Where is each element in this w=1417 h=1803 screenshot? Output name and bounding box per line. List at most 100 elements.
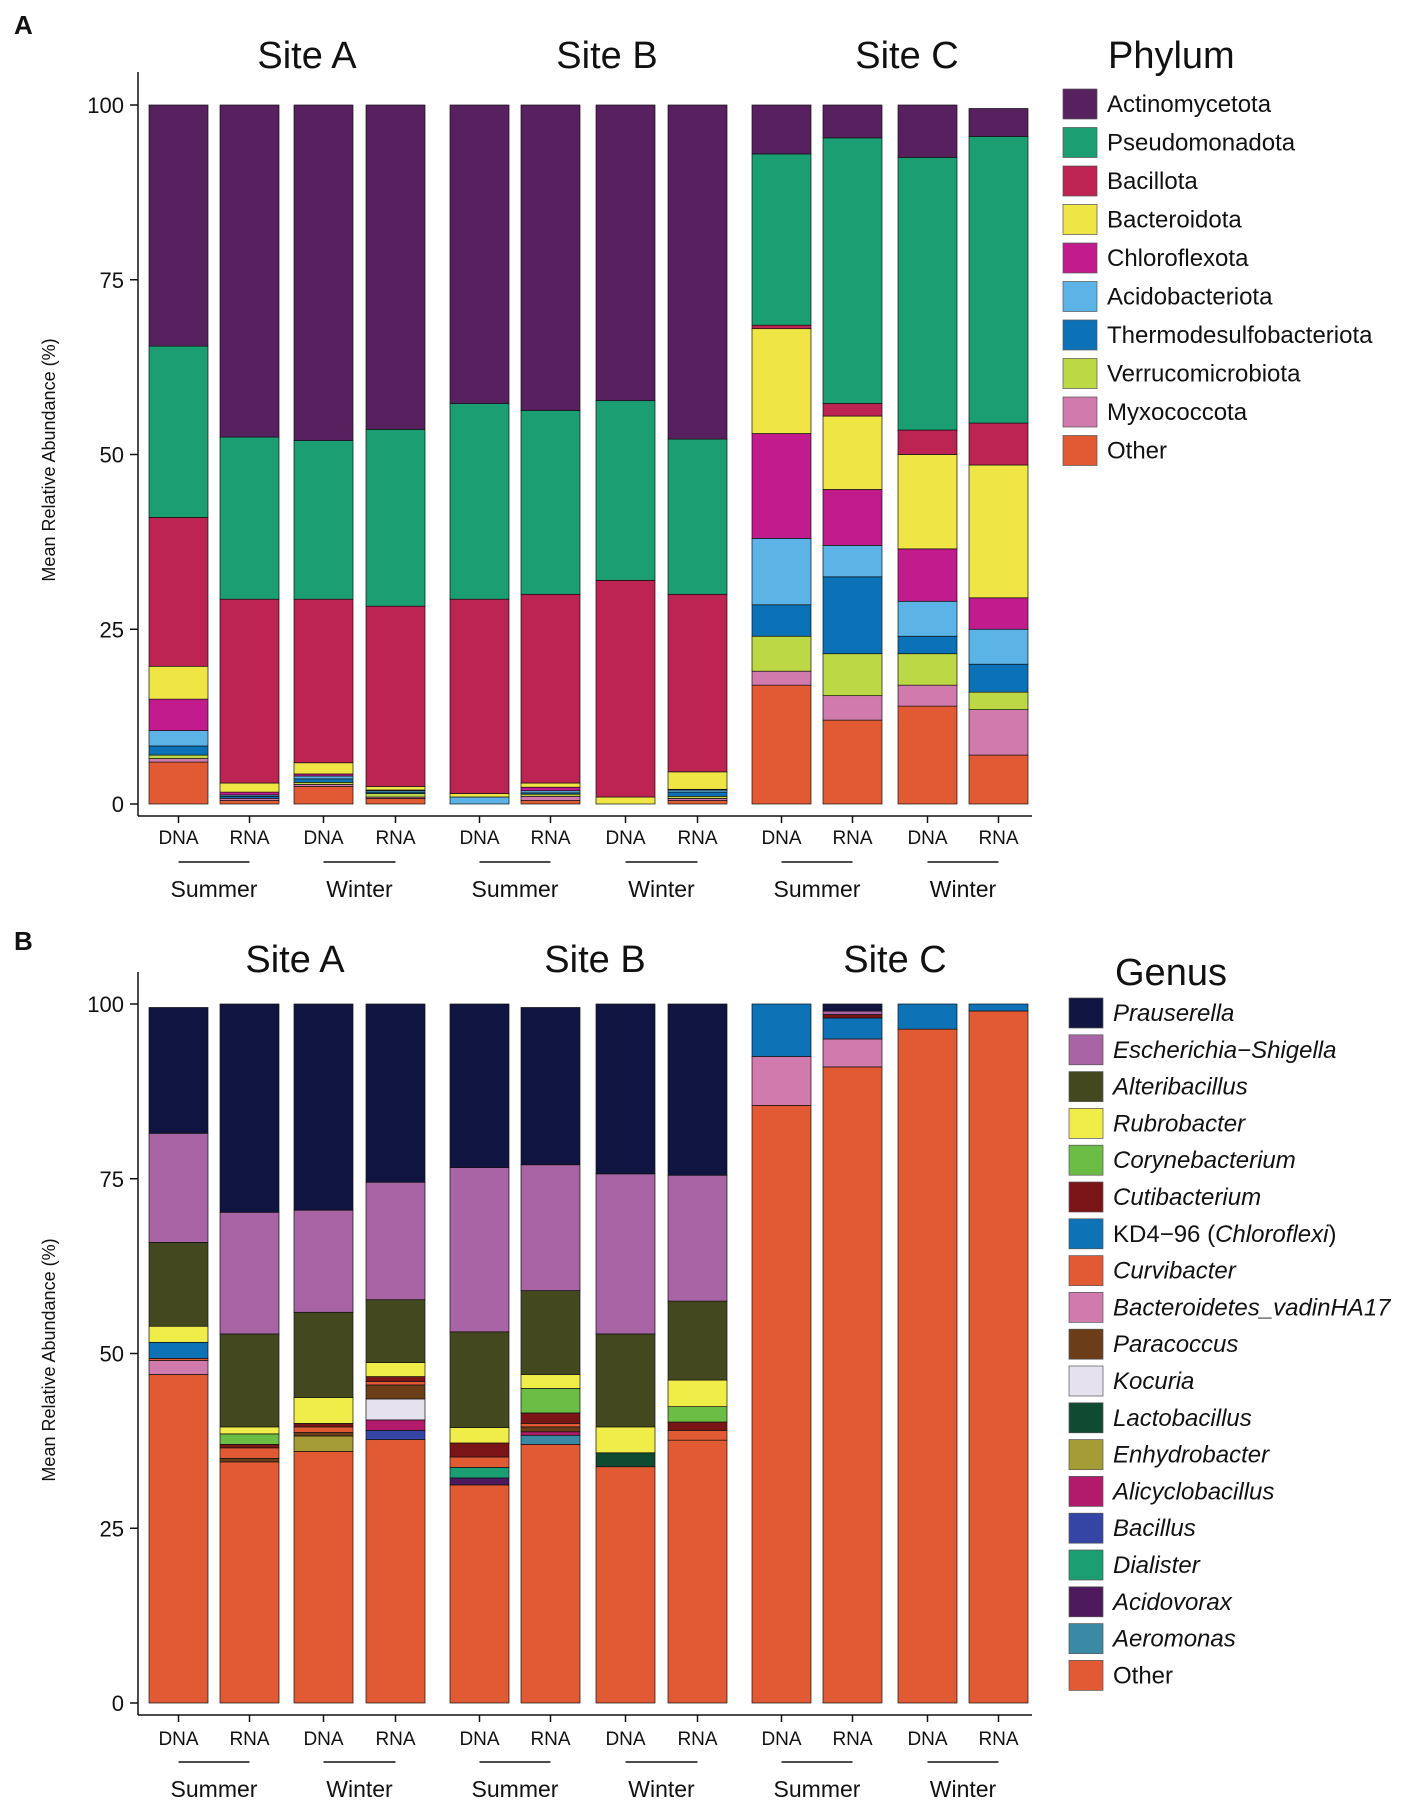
panel-b-bar-segment [822,1038,883,1068]
panel-b-bar-segment [219,1333,280,1428]
panel-b-bar-segment [520,1290,581,1375]
panel-b-bar-segment [667,1003,728,1176]
panel-a-legend-swatch [1062,281,1098,312]
panel-b-x-tick-label: DNA [605,1729,645,1750]
panel-a-bar-segment [968,691,1029,710]
panel-b-bar-segment [293,1426,354,1433]
panel-a-bar-segment [667,593,728,773]
panel-a-bar-segment [520,410,581,595]
panel-b-legend-swatch [1068,1476,1104,1507]
panel-b-bar-segment [897,1003,958,1030]
panel-b-bar-segment [219,1211,280,1335]
panel-b-site-title-1: Site A [245,939,345,981]
panel-a-bar-segment [751,153,812,326]
panel-a-season-label: Summer [472,876,559,902]
panel-a-bar-segment [822,695,883,721]
panel-b-bar-segment [365,1362,426,1377]
panel-a-bar-segment [365,428,426,607]
panel-b-site-title-3: Site C [843,939,946,981]
panel-a-bar-segment [148,345,209,518]
panel-a-bar-segment [293,104,354,441]
panel-b-bar-segment [667,1439,728,1704]
panel-a-legend-label: Actinomycetota [1107,91,1272,118]
panel-a-bar-segment [219,104,280,438]
panel-a-legend-label: Thermodesulfobacteriota [1107,322,1373,349]
panel-a-bar-segment [822,719,883,805]
panel-b-bar-segment [595,1466,656,1704]
panel-b-legend-swatch [1068,1623,1104,1654]
panel-b-bar-segment [148,1132,209,1243]
panel-b-bar-segment [365,1419,426,1431]
panel-b-legend-label: Aeromonas [1111,1626,1236,1653]
panel-b-bar-segment [520,1374,581,1389]
panel-b-legend-label: Enhydrobacter [1113,1442,1270,1469]
panel-b-bar-segment [595,1426,656,1454]
panel-b-x-tick-label: RNA [832,1729,872,1750]
panel-a-legend-label: Pseudomonadota [1107,130,1296,157]
panel-b-bar-segment [822,1066,883,1704]
panel-a-site-title-3: Site C [855,35,958,77]
panel-b-legend-label: Dialister [1113,1552,1201,1579]
panel-a-y-tick-label: 25 [100,617,124,642]
panel-b-bar-segment [520,1007,581,1166]
panel-b-legend-swatch [1068,1365,1104,1397]
panel-b-legend-label: Bacillus [1113,1515,1196,1542]
panel-b-bar-segment [449,1467,510,1479]
panel-a-bar-segment [520,104,581,411]
panel-b-legend-label: Lactobacillus [1113,1405,1252,1432]
panel-b-legend-swatch [1068,1549,1104,1581]
panel-b-legend-label: Kocuria [1113,1368,1194,1395]
panel-a-bar-segment [219,791,280,796]
panel-a-legend-label: Myxococcota [1107,399,1248,426]
panel-a-legend-label: Bacteroidota [1107,207,1242,234]
panel-b-site-title-2: Site B [544,939,645,981]
panel-b-bar-segment [293,1435,354,1452]
panel-a-bar-segment [520,782,581,788]
panel-b-legend-label: Other [1113,1662,1173,1689]
panel-b-bar-segment [751,1105,812,1704]
panel-a-bar-segment [293,786,354,805]
panel-b-bar-segment [667,1300,728,1381]
panel-a-bar-segment [520,786,581,792]
panel-a-season-label: Winter [930,876,997,902]
panel-b-legend-swatch [1068,1108,1104,1139]
panel-b-y-tick-label: 25 [100,1516,124,1541]
panel-a-y-tick-label: 0 [112,792,124,817]
panel-a-site-title-1: Site A [257,35,357,77]
panel-b-bar-segment [751,1003,812,1057]
panel-b-y-tick-label: 75 [100,1167,124,1192]
panel-b-bar-segment [293,1209,354,1313]
panel-b-bar-segment [293,1397,354,1424]
panel-b-bar-segment [822,1010,883,1015]
panel-a-bar-segment [148,517,209,667]
panel-b-bar-segment [751,1056,812,1106]
panel-a-bar-segment [293,778,354,783]
panel-a-bar-segment [968,464,1029,599]
panel-b-season-label: Winter [930,1776,997,1802]
panel-a-bar-segment [365,786,426,791]
panel-a-x-tick-label: RNA [229,828,269,849]
panel-a-bar-segment [148,730,209,747]
panel-b-legend-label: Bacteroidetes_vadinHA17 [1113,1294,1392,1321]
panel-a-legend-swatch [1062,358,1098,389]
panel-a-x-tick-label: RNA [375,828,415,849]
panel-a-bar-segment [751,670,812,686]
panel-b-bar-segment [365,1181,426,1301]
panel-a-bar-segment [595,400,656,581]
panel-a-y-tick-label: 50 [100,443,124,468]
panel-a-bar-segment [148,758,209,763]
panel-b-bar-segment [667,1406,728,1423]
panel-a-bar-segment [148,745,209,756]
panel-b-bar-segment [293,1451,354,1704]
panel-b-bar-segment [365,1299,426,1363]
panel-a-bar-segment [595,104,656,402]
panel-a-bar-segment [365,798,426,805]
panel-a-bar-segment [520,800,581,805]
panel-a-bar-segment [667,104,728,440]
panel-b-legend-label: Paracoccus [1113,1331,1238,1358]
panel-b-legend-swatch [1068,1402,1104,1434]
panel-a-bar-segment [751,104,812,155]
panel-b-bar-segment [595,1452,656,1468]
panel-a-bar-segment [897,653,958,686]
panel-b-bar-segment [449,1167,510,1333]
